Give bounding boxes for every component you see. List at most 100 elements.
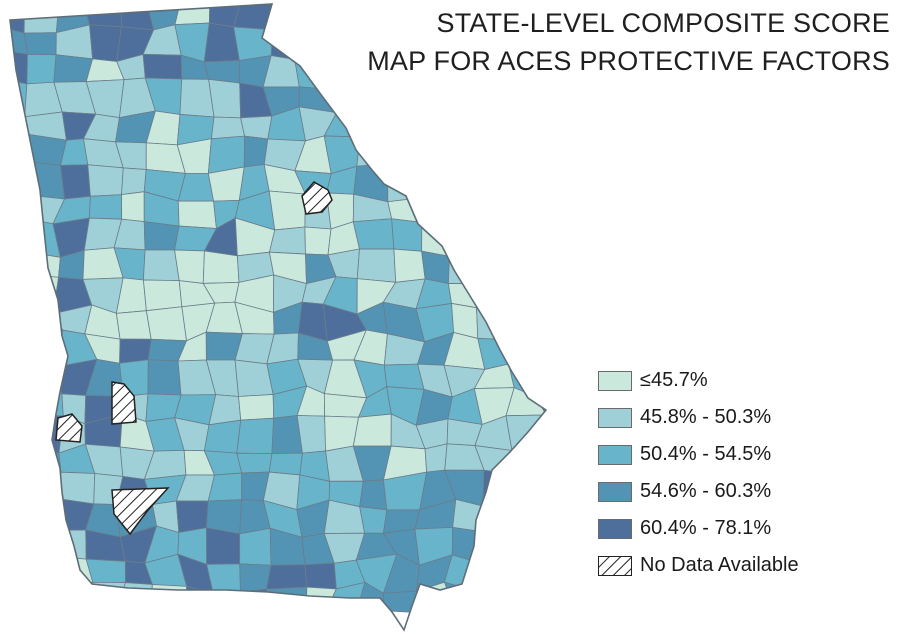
no-data-county <box>111 381 137 425</box>
county-shape <box>26 53 57 85</box>
county-shape <box>474 30 516 51</box>
county-shape <box>503 506 543 538</box>
county-shape <box>393 248 426 283</box>
county-shape <box>175 500 209 533</box>
county-shape <box>417 110 456 144</box>
county-shape <box>239 563 272 593</box>
county-shape <box>240 115 273 140</box>
legend-item: 60.4% - 78.1% <box>598 510 799 547</box>
legend-swatch <box>598 370 632 391</box>
county-shape <box>503 307 542 341</box>
legend-swatch <box>598 481 632 502</box>
county-shape <box>305 586 337 621</box>
county-shape <box>443 49 477 83</box>
county-shape <box>10 248 35 280</box>
county-shape <box>383 363 425 390</box>
county-shape <box>443 140 480 171</box>
county-shape <box>238 588 272 621</box>
legend-item: No Data Available <box>598 547 799 584</box>
county-shape <box>174 4 211 26</box>
county-shape <box>268 226 306 255</box>
county-shape <box>115 310 152 340</box>
county-shape <box>239 527 272 566</box>
county-shape <box>388 110 421 141</box>
county-shape <box>421 190 452 230</box>
county-shape <box>203 419 242 454</box>
map-title-line-1: STATE-LEVEL COMPOSITE SCORE <box>436 8 890 38</box>
county-shape <box>443 109 480 144</box>
county-shape <box>473 109 517 142</box>
county-shape <box>356 136 390 167</box>
county-shape <box>416 4 454 26</box>
county-shape <box>472 560 515 592</box>
county-shape <box>413 59 447 90</box>
no-data-county <box>111 487 170 536</box>
county-shape <box>60 164 91 200</box>
county-shape <box>509 107 543 138</box>
county-shape <box>352 218 395 250</box>
county-shape <box>538 51 546 90</box>
county-shape <box>474 589 515 619</box>
county-shape <box>451 4 478 32</box>
map-title: STATE-LEVEL COMPOSITE SCORE MAP FOR ACES… <box>330 4 890 80</box>
county-shape <box>535 165 546 197</box>
county-shape <box>87 164 124 197</box>
county-shape <box>26 133 67 166</box>
map-legend: ≤45.7% 45.8% - 50.3% 50.4% - 54.5% 54.6%… <box>598 362 799 584</box>
county-shape <box>474 49 505 86</box>
county-shape <box>413 78 456 116</box>
county-shape <box>472 531 517 563</box>
county-shape <box>509 450 546 480</box>
legend-label: 45.8% - 50.3% <box>640 406 772 428</box>
county-shape <box>543 443 546 480</box>
county-shape <box>423 169 455 198</box>
county-shape <box>386 57 423 90</box>
county-shape <box>210 116 246 140</box>
county-shape <box>476 168 511 195</box>
county-shape <box>540 333 546 365</box>
county-shape <box>10 528 29 565</box>
county-shape <box>142 249 180 282</box>
county-shape <box>10 194 31 227</box>
county-shape <box>537 253 546 283</box>
county-shape <box>89 24 122 62</box>
county-shape <box>179 78 215 118</box>
county-shape <box>121 191 145 223</box>
county-shape <box>388 24 423 61</box>
legend-item: 45.8% - 50.3% <box>598 399 799 436</box>
county-shape <box>294 52 337 90</box>
county-shape <box>121 167 147 196</box>
county-shape <box>10 503 32 538</box>
legend-item: 50.4% - 54.5% <box>598 436 799 473</box>
county-shape <box>502 82 543 119</box>
county-shape <box>508 333 543 365</box>
county-shape <box>10 364 34 393</box>
county-shape <box>328 4 360 33</box>
county-shape <box>10 302 36 339</box>
county-shape <box>89 194 123 220</box>
county-shape <box>536 584 546 621</box>
county-shape <box>474 280 512 309</box>
county-shape <box>359 506 388 534</box>
county-shape <box>238 394 275 421</box>
county-shape <box>10 333 36 368</box>
county-shape <box>23 498 58 537</box>
county-shape <box>29 304 64 339</box>
county-shape <box>354 4 397 33</box>
county-shape <box>509 193 537 227</box>
county-shape <box>503 280 539 310</box>
county-shape <box>359 479 388 511</box>
county-shape <box>85 558 126 583</box>
county-shape <box>304 562 337 590</box>
county-shape <box>296 415 326 454</box>
legend-swatch <box>598 407 632 428</box>
county-shape <box>361 81 395 116</box>
county-shape <box>445 23 478 61</box>
county-shape <box>479 191 513 227</box>
county-shape <box>352 413 392 447</box>
county-shape <box>206 527 241 565</box>
county-shape <box>207 166 245 202</box>
county-shape <box>233 26 273 61</box>
county-shape <box>386 81 421 116</box>
county-shape <box>10 563 29 589</box>
